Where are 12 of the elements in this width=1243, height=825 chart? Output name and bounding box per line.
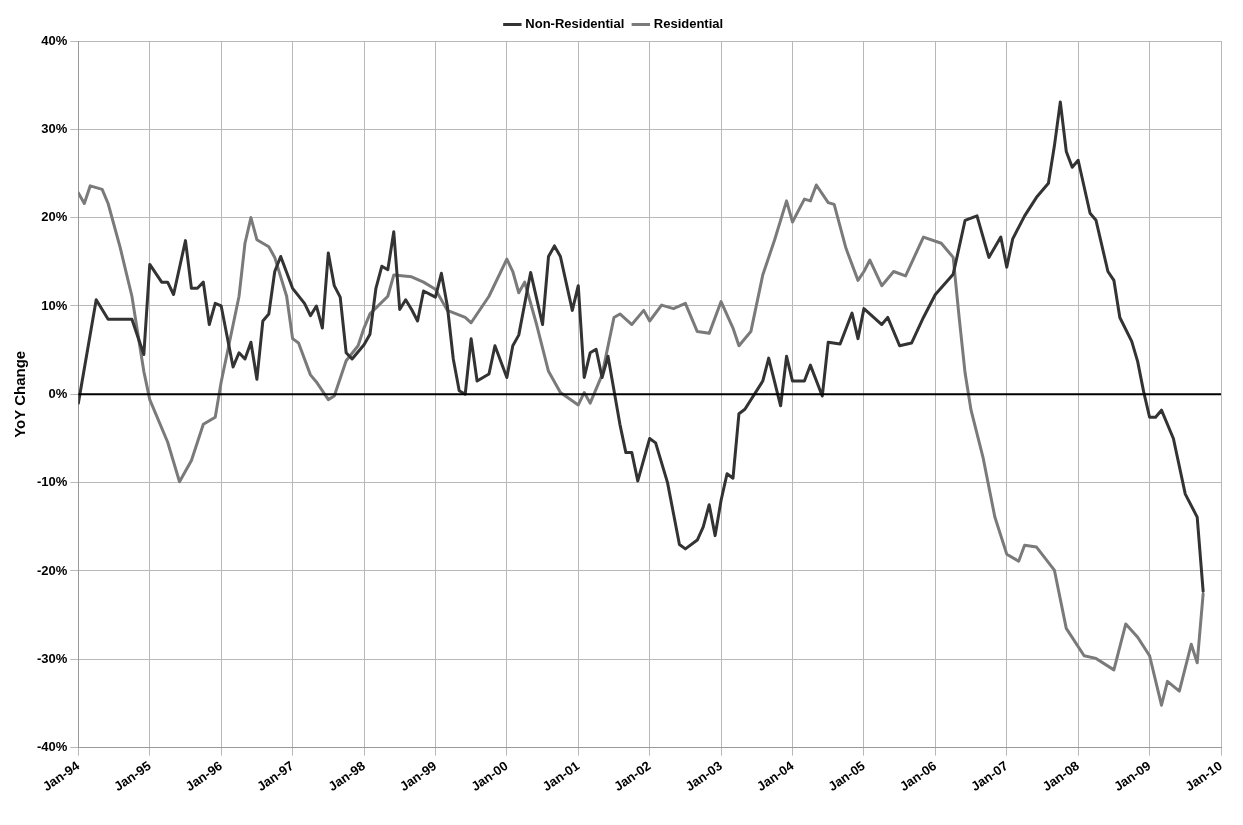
y-tick-label: 10%	[41, 297, 68, 313]
y-tick-label: 30%	[41, 120, 68, 136]
legend-label: Residential	[653, 16, 724, 32]
legend-label: Non-Residential	[525, 16, 625, 32]
y-tick-label: -30%	[36, 650, 68, 666]
y-axis-title: YoY Change	[11, 350, 29, 438]
y-tick-label: -40%	[36, 739, 68, 755]
y-tick-label: 0%	[48, 385, 68, 401]
y-tick-label: -20%	[36, 562, 68, 578]
y-tick-label: 40%	[41, 32, 68, 48]
y-tick-label: -10%	[36, 474, 68, 490]
y-tick-label: 20%	[41, 209, 68, 225]
